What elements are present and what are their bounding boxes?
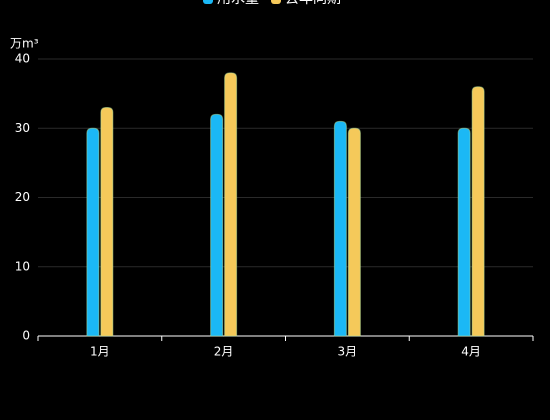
- bar: [86, 127, 100, 337]
- bar: [224, 72, 238, 337]
- bar: [210, 113, 224, 337]
- bar: [100, 106, 114, 337]
- bar: [457, 127, 471, 337]
- x-tick-label: 3月: [338, 345, 358, 359]
- legend-label: 去年同期: [285, 0, 341, 7]
- y-axis-title: 万m³: [10, 37, 39, 51]
- legend-icon: [203, 0, 213, 4]
- y-tick-label: 20: [15, 190, 30, 204]
- y-tick-label: 0: [22, 329, 30, 343]
- y-tick-label: 10: [15, 259, 30, 273]
- legend-icon: [271, 0, 281, 4]
- bar: [347, 127, 361, 337]
- bar: [471, 86, 485, 337]
- x-tick-label: 1月: [90, 345, 110, 359]
- y-tick-label: 30: [15, 121, 30, 135]
- x-tick-label: 2月: [214, 345, 234, 359]
- legend-label: 用水量: [217, 0, 259, 7]
- bar: [333, 120, 347, 337]
- x-tick-label: 4月: [461, 345, 481, 359]
- y-tick-label: 40: [15, 52, 30, 66]
